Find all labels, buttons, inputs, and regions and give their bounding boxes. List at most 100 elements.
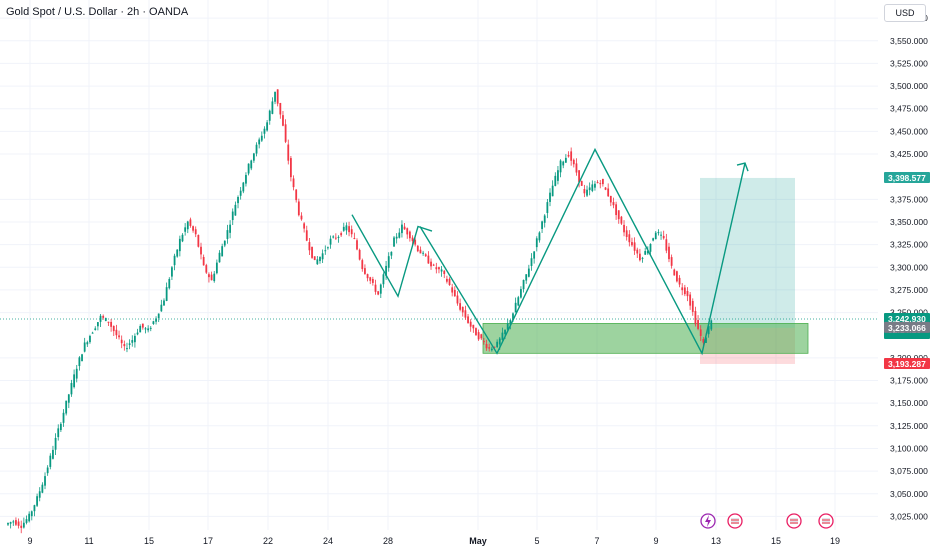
candle-body xyxy=(345,225,348,231)
candle-body xyxy=(327,247,329,249)
x-tick-label: 17 xyxy=(203,536,213,546)
candle-body xyxy=(543,215,546,223)
candle-body xyxy=(245,174,247,184)
candle-body xyxy=(184,227,187,232)
candle-body xyxy=(591,184,594,191)
y-tick-label: 3,325.000 xyxy=(890,240,928,250)
candle-body xyxy=(390,251,393,256)
candle-body xyxy=(490,348,493,351)
candle-body xyxy=(28,513,31,522)
candles xyxy=(7,89,713,534)
x-tick-label: 15 xyxy=(144,536,154,546)
candle-body xyxy=(374,284,377,292)
candle-body xyxy=(99,315,102,322)
candle-body xyxy=(633,242,636,251)
candle-body xyxy=(192,226,194,231)
candle-body xyxy=(401,224,403,234)
stop-price-label: 3,193.287 xyxy=(888,359,926,369)
target-zone xyxy=(700,177,795,328)
candle-body xyxy=(242,182,245,192)
candle-body xyxy=(20,525,23,528)
pattern-w-line xyxy=(419,147,746,356)
candle-body xyxy=(430,261,432,267)
candle-body xyxy=(395,236,398,239)
candle-body xyxy=(411,237,414,242)
candle-body xyxy=(33,505,36,512)
candle-body xyxy=(229,224,231,233)
candle-body xyxy=(517,297,520,306)
candle-body xyxy=(46,467,49,474)
candle-body xyxy=(171,267,173,277)
candle-body xyxy=(295,189,298,201)
candle-body xyxy=(689,294,692,306)
candle-body xyxy=(364,268,366,274)
candle-body xyxy=(120,339,123,344)
grid-lines xyxy=(0,0,878,530)
candle-body xyxy=(609,195,612,203)
candle-body xyxy=(472,324,475,329)
candle-body xyxy=(131,340,134,343)
candle-body xyxy=(279,102,282,115)
candle-body xyxy=(509,320,512,325)
candle-body xyxy=(22,522,25,528)
chart-title: Gold Spot / U.S. Dollar · 2h · OANDA xyxy=(6,6,189,18)
candle-body xyxy=(321,253,324,260)
candle-body xyxy=(596,182,599,184)
flag-stripes-icon xyxy=(822,518,830,524)
candle-body xyxy=(104,318,107,321)
candle-body xyxy=(493,346,496,348)
candle-body xyxy=(467,316,469,323)
candle-body xyxy=(25,519,28,523)
candle-body xyxy=(210,274,213,281)
candle-body xyxy=(83,342,86,352)
candle-body xyxy=(535,238,538,248)
candle-body xyxy=(36,496,38,506)
candle-body xyxy=(258,139,261,145)
candle-body xyxy=(559,160,562,173)
y-tick-label: 3,550.000 xyxy=(890,36,928,46)
stop-price-label-bg xyxy=(884,357,930,369)
candle-body xyxy=(652,238,655,241)
x-tick-label: 13 xyxy=(711,536,721,546)
candle-body xyxy=(601,178,604,185)
candle-body xyxy=(70,383,73,395)
x-tick-label: 9 xyxy=(27,536,32,546)
candle-body xyxy=(406,228,409,235)
candle-body xyxy=(266,122,269,131)
y-tick-label: 3,500.000 xyxy=(890,81,928,91)
flag-stripes-icon xyxy=(731,518,739,524)
x-axis: 9 11 15 17 22 24 28 May 5 7 9 13 15 19 xyxy=(27,536,840,546)
x-tick-label: 11 xyxy=(84,536,93,546)
currency-selector[interactable]: USD xyxy=(884,4,926,22)
candle-body xyxy=(453,289,456,297)
entry-price-label-bg xyxy=(884,321,930,333)
candle-body xyxy=(332,236,335,238)
candle-body xyxy=(107,321,110,323)
candle-body xyxy=(284,124,287,142)
candle-body xyxy=(504,329,506,335)
candle-body xyxy=(287,144,290,161)
candle-body xyxy=(549,192,551,202)
candle-body xyxy=(662,235,665,239)
candle-body xyxy=(189,219,192,226)
candle-body xyxy=(514,302,517,313)
candle-body xyxy=(416,245,419,252)
candle-body xyxy=(575,163,578,173)
x-tick-label: 7 xyxy=(594,536,599,546)
candle-body xyxy=(197,234,200,247)
candle-body xyxy=(641,257,644,259)
candle-body xyxy=(445,278,448,282)
y-tick-label: 3,150.000 xyxy=(890,398,928,408)
candle-body xyxy=(557,170,559,181)
candle-body xyxy=(250,160,253,169)
x-tick-label: May xyxy=(469,536,487,546)
x-tick-label: 19 xyxy=(830,536,840,546)
support-zone xyxy=(482,323,809,354)
candle-body xyxy=(305,230,308,241)
candle-body xyxy=(522,279,525,290)
candle-body xyxy=(112,326,115,332)
candle-body xyxy=(215,262,218,274)
candle-body xyxy=(580,181,583,186)
